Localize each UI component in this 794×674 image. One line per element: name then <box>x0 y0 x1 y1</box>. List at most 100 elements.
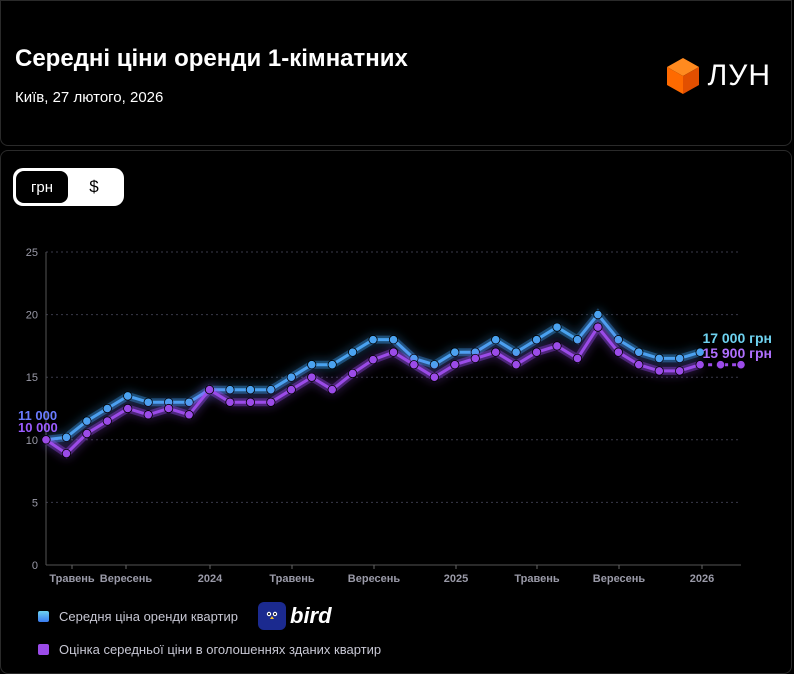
data-point <box>61 432 72 442</box>
data-point <box>388 335 399 345</box>
x-tick-label: 2025 <box>444 573 468 585</box>
data-point <box>593 309 603 320</box>
data-point <box>675 353 685 364</box>
legend-item-series1[interactable]: Середня ціна оренди квартир <box>38 609 238 624</box>
x-tick-label: Вересень <box>593 573 646 585</box>
data-point <box>143 397 153 407</box>
data-point <box>531 347 542 357</box>
data-point <box>613 335 623 345</box>
data-point <box>245 397 256 407</box>
data-point <box>307 360 317 370</box>
data-point <box>286 385 296 395</box>
legend-label-series1: Середня ціна оренди квартир <box>59 609 238 624</box>
legend-swatch-blue <box>38 611 49 622</box>
y-tick-label: 10 <box>26 435 38 447</box>
currency-toggle[interactable]: грн $ <box>13 168 124 206</box>
legend-item-series2[interactable]: Оцінка середньої ціни в оголошеннях здан… <box>38 642 381 657</box>
data-point <box>429 360 439 370</box>
data-point <box>123 403 133 414</box>
data-point <box>654 366 664 376</box>
page-subtitle: Київ, 27 лютого, 2026 <box>15 89 164 106</box>
data-point <box>368 355 378 365</box>
data-point <box>225 397 235 407</box>
toggle-usd-button[interactable]: $ <box>68 171 120 203</box>
start-label-series2: 10 000 <box>18 420 58 435</box>
grid-lines <box>46 251 741 503</box>
data-point <box>552 341 562 351</box>
data-point <box>715 360 726 370</box>
start-label-series1: 11 000 <box>18 408 57 423</box>
toggle-uah-button[interactable]: грн <box>16 171 68 203</box>
x-tick-label: 2026 <box>690 573 714 585</box>
y-tick-label: 20 <box>26 310 38 322</box>
cube-logo-icon <box>666 58 699 94</box>
data-point <box>654 353 664 364</box>
bird-badge: bird <box>258 602 332 630</box>
data-point <box>491 335 501 345</box>
header-card: Середні ціни оренди 1-кімнатних Київ, 27… <box>0 0 792 146</box>
data-point <box>552 322 562 332</box>
data-point <box>307 372 317 382</box>
data-point <box>531 335 542 345</box>
data-point <box>634 360 644 370</box>
page-title: Середні ціни оренди 1-кімнатних <box>15 45 408 72</box>
data-point <box>327 385 337 395</box>
data-point <box>470 353 480 364</box>
bird-text: bird <box>290 603 332 628</box>
end-label-series2: 15 900 грн <box>702 345 772 361</box>
data-point <box>511 360 521 370</box>
data-point <box>675 366 685 376</box>
data-point <box>593 322 603 332</box>
data-point <box>695 360 705 370</box>
data-point <box>491 347 501 357</box>
x-tick-label: Травень <box>269 573 315 585</box>
data-point <box>204 385 215 395</box>
data-point <box>41 435 51 445</box>
data-point <box>327 360 337 370</box>
logo-text: ЛУН <box>707 59 771 92</box>
data-point <box>245 385 256 395</box>
y-tick-label: 25 <box>26 247 38 259</box>
data-point <box>164 403 174 414</box>
data-point <box>572 353 583 364</box>
data-point <box>409 360 419 370</box>
y-tick-label: 0 <box>32 560 38 572</box>
bird-icon <box>258 602 286 630</box>
data-point <box>184 397 194 407</box>
data-point <box>736 360 746 370</box>
data-point <box>511 347 521 357</box>
data-point <box>266 397 276 407</box>
data-point <box>450 347 460 357</box>
data-point <box>61 448 72 459</box>
data-point <box>368 335 378 345</box>
x-tick-label: Травень <box>49 573 95 585</box>
x-tick-label: Вересень <box>100 573 153 585</box>
data-point <box>82 428 92 439</box>
lun-logo[interactable]: ЛУН <box>666 57 771 95</box>
data-point <box>348 368 358 379</box>
series-lines <box>41 308 746 459</box>
data-point <box>102 416 112 426</box>
data-point <box>184 410 194 420</box>
data-point <box>450 360 460 370</box>
data-point <box>634 347 644 357</box>
y-tick-label: 5 <box>32 497 38 509</box>
legend-label-series2: Оцінка середньої ціни в оголошеннях здан… <box>59 642 382 657</box>
series-glow <box>43 320 702 459</box>
series-line <box>45 324 701 456</box>
x-tick-label: Вересень <box>348 573 401 585</box>
data-point <box>123 391 133 401</box>
data-point <box>82 416 92 426</box>
y-tick-label: 15 <box>26 372 38 384</box>
data-point <box>266 385 276 395</box>
data-point <box>695 347 705 357</box>
x-tick-label: 2024 <box>198 573 223 585</box>
end-label-series1: 17 000 грн <box>702 330 772 346</box>
data-point <box>225 385 235 395</box>
data-point <box>572 335 583 345</box>
data-point <box>102 403 112 414</box>
data-point <box>388 347 399 357</box>
